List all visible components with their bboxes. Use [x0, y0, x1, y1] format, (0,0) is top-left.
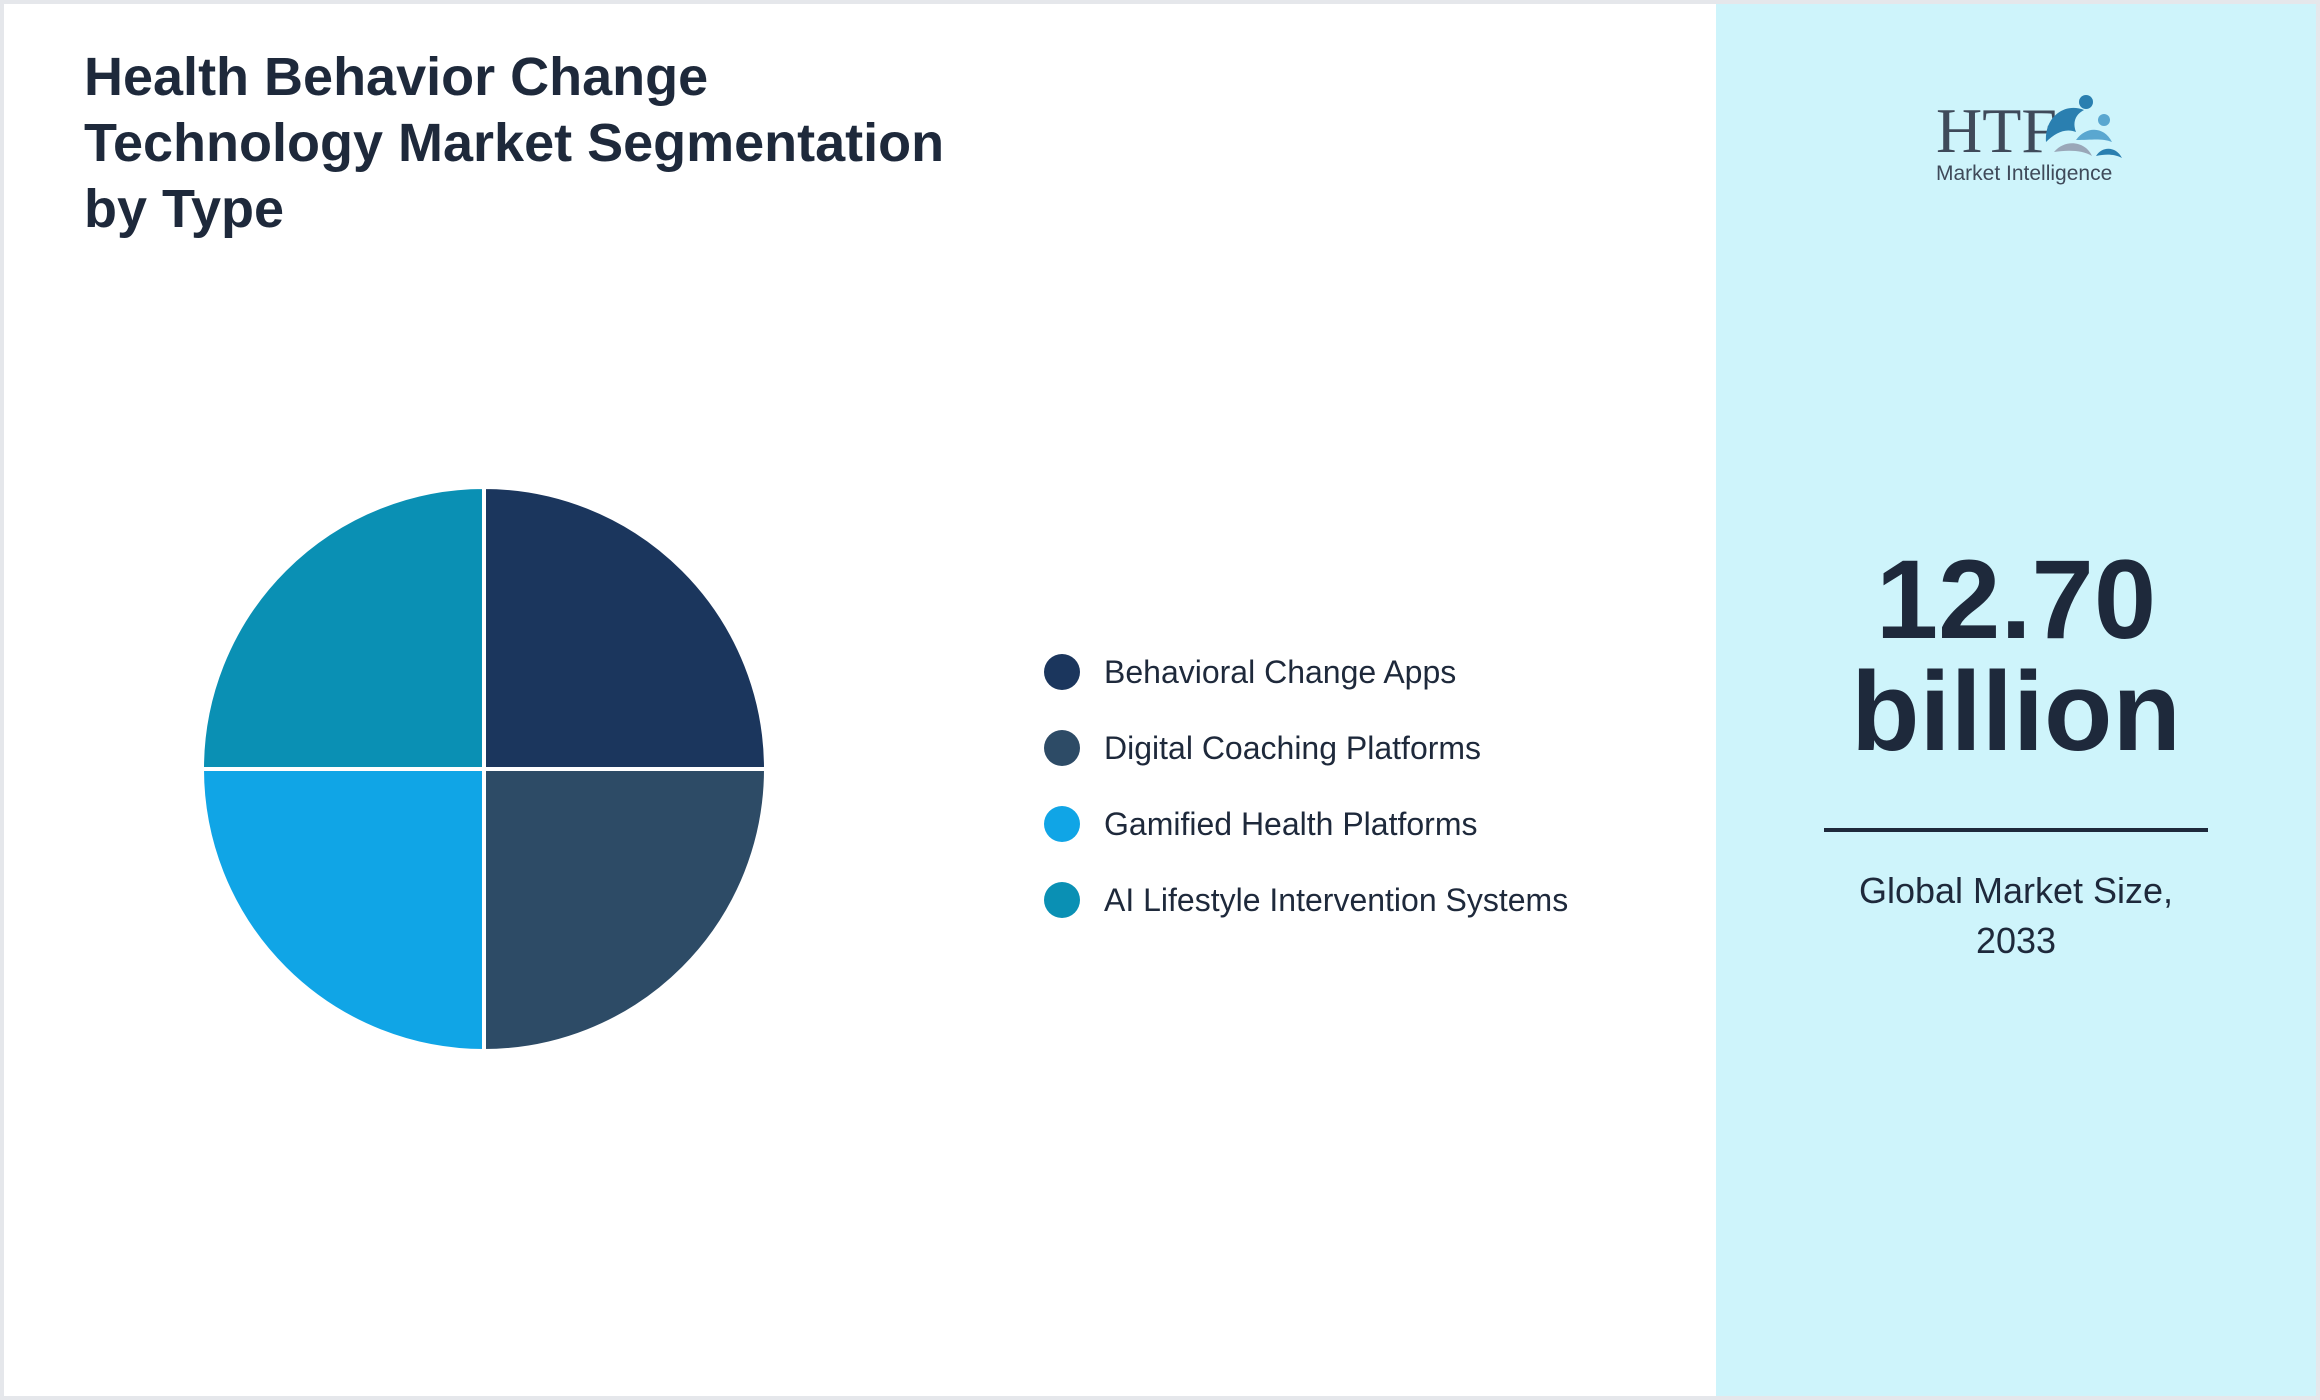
legend-item: Behavioral Change Apps: [1044, 634, 1568, 710]
legend-item: AI Lifestyle Intervention Systems: [1044, 862, 1568, 938]
market-size-unit: billion: [1851, 649, 2181, 774]
divider: [1824, 828, 2208, 832]
chart-panel: Health Behavior Change Technology Market…: [4, 4, 1716, 1396]
pie-slice-digital-coaching-platforms: [482, 767, 769, 1054]
chart-title: Health Behavior Change Technology Market…: [84, 44, 1064, 242]
legend-swatch: [1044, 806, 1080, 842]
legend-label: Digital Coaching Platforms: [1104, 729, 1482, 766]
logo-tagline: Market Intelligence: [1936, 162, 2112, 185]
pie-slice-behavioral-change-apps: [482, 484, 769, 771]
pie-slice-ai-lifestyle-intervention-systems: [199, 484, 486, 771]
pie-slice-gamified-health-platforms: [199, 767, 486, 1054]
legend-swatch: [1044, 882, 1080, 918]
chart-title-line: Health Behavior Change: [84, 47, 709, 107]
market-size-value: 12.70 billion: [1716, 544, 2316, 768]
legend-label: AI Lifestyle Intervention Systems: [1104, 881, 1569, 918]
legend-item: Gamified Health Platforms: [1044, 786, 1568, 862]
market-size-number: 12.70: [1875, 537, 2157, 662]
chart-title-line: Technology Market Segmentation: [84, 113, 945, 173]
caption-line: Global Market Size,: [1858, 870, 2174, 911]
pie-chart: [199, 484, 769, 1054]
market-size-caption: Global Market Size, 2033: [1716, 866, 2316, 966]
htf-logo: HTF Market Intelligence: [1936, 95, 2122, 185]
legend-item: Digital Coaching Platforms: [1044, 710, 1568, 786]
legend-label: Gamified Health Platforms: [1104, 805, 1478, 842]
logo-figures-icon: [2045, 95, 2122, 158]
logo-letters: HTF: [1936, 95, 2057, 166]
summary-panel: HTF Market Intelligence 12.70 billion Gl…: [1716, 4, 2316, 1396]
chart-title-line: by Type: [84, 179, 285, 239]
caption-line: 2033: [1975, 920, 2057, 961]
legend-swatch: [1044, 654, 1080, 690]
legend-swatch: [1044, 730, 1080, 766]
chart-legend: Behavioral Change Apps Digital Coaching …: [1044, 634, 1568, 938]
legend-label: Behavioral Change Apps: [1104, 653, 1457, 690]
